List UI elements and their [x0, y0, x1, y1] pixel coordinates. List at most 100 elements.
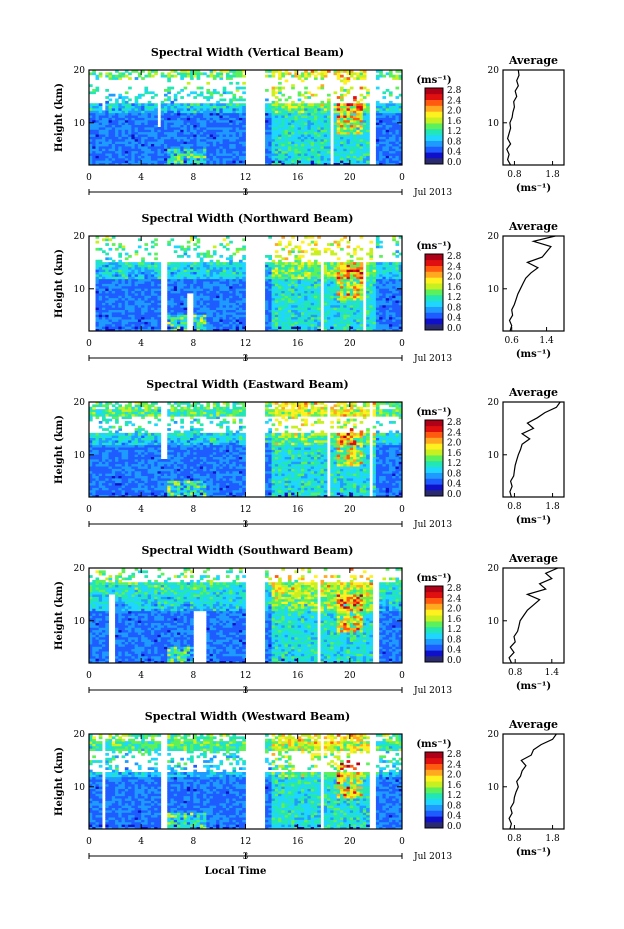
heatmap-cell	[157, 266, 162, 270]
heatmap-cell	[287, 110, 292, 114]
heatmap-cell	[170, 155, 175, 159]
heatmap-cell	[313, 252, 318, 256]
heatmap-cell	[137, 269, 142, 273]
heatmap-cell	[219, 302, 224, 306]
heatmap-cell	[167, 295, 171, 299]
heatmap-cell	[284, 281, 289, 284]
heatmap-cell	[225, 281, 230, 284]
heatmap-cell	[98, 129, 103, 133]
heatmap-cell	[108, 302, 113, 306]
heatmap-cell	[343, 155, 347, 159]
heatmap-cell	[141, 328, 145, 332]
heatmap-cell	[111, 105, 116, 109]
heatmap-cell	[287, 288, 292, 292]
heatmap-cell	[268, 302, 272, 306]
heatmap-cell	[186, 283, 191, 287]
heatmap-cell	[193, 309, 197, 313]
heatmap-cell	[137, 262, 142, 265]
heatmap-cell	[170, 288, 175, 292]
heatmap-cell	[395, 129, 400, 133]
heatmap-cell	[216, 297, 220, 301]
heatmap-cell	[353, 297, 357, 301]
heatmap-cell	[163, 115, 168, 118]
heatmap-cell	[167, 86, 171, 90]
heatmap-cell	[118, 243, 122, 246]
heatmap-cell	[177, 110, 181, 114]
heatmap-cell	[144, 136, 149, 140]
heatmap-cell	[147, 131, 152, 135]
heatmap-cell	[238, 300, 243, 303]
heatmap-cell	[349, 259, 354, 263]
heatmap-cell	[115, 281, 119, 284]
heatmap-cell	[186, 269, 191, 273]
heatmap-cell	[229, 131, 233, 135]
heatmap-cell	[398, 117, 403, 121]
heatmap-cell	[102, 117, 106, 121]
heatmap-cell	[167, 150, 171, 154]
heatmap-cell	[173, 271, 178, 275]
heatmap-cell	[219, 108, 224, 111]
heatmap-cell	[105, 110, 109, 114]
heatmap-cell	[141, 93, 145, 97]
heatmap-cell	[281, 157, 286, 161]
heatmap-cell	[327, 243, 331, 246]
heatmap-cell	[121, 288, 126, 292]
heatmap-cell	[225, 162, 230, 166]
heatmap-cell	[180, 136, 184, 140]
heatmap-cell	[340, 309, 344, 313]
heatmap-cell	[209, 141, 214, 145]
heatmap-cell	[212, 314, 217, 318]
heatmap-cell	[111, 295, 116, 299]
heatmap-cell	[137, 110, 142, 114]
heatmap-cell	[235, 326, 240, 330]
heatmap-cell	[222, 300, 227, 303]
heatmap-cell	[177, 278, 181, 282]
heatmap-cell	[105, 238, 109, 242]
heatmap-cell	[271, 326, 276, 330]
heatmap-cell	[300, 105, 305, 109]
heatmap-cell	[349, 316, 354, 320]
heatmap-cell	[313, 112, 318, 116]
heatmap-cell	[121, 138, 126, 142]
inset-title: Average	[508, 54, 558, 67]
heatmap-cell	[281, 105, 286, 109]
heatmap-cell	[385, 129, 390, 133]
heatmap-cell	[118, 245, 122, 249]
heatmap-cell	[111, 293, 116, 296]
heatmap-cell	[392, 74, 396, 78]
heatmap-cell	[398, 148, 403, 152]
heatmap-cell	[238, 141, 243, 145]
heatmap-cell	[222, 312, 227, 315]
heatmap-cell	[340, 283, 344, 287]
heatmap-cell	[278, 89, 282, 92]
heatmap-cell	[144, 157, 149, 161]
heatmap-cell	[353, 143, 357, 147]
heatmap-cell	[284, 245, 289, 249]
heatmap-cell	[310, 290, 315, 294]
heatmap-cell	[340, 115, 344, 118]
heatmap-cell	[297, 103, 302, 107]
heatmap-cell	[199, 319, 204, 322]
heatmap-cell	[278, 155, 282, 159]
heatmap-cell	[343, 274, 347, 277]
heatmap-cell	[353, 77, 357, 80]
heatmap-cell	[219, 119, 224, 123]
heatmap-cell	[300, 323, 305, 327]
heatmap-cell	[340, 264, 344, 268]
heatmap-cell	[375, 70, 380, 73]
heatmap-cell	[388, 112, 393, 116]
heatmap-cell	[388, 93, 393, 97]
heatmap-cell	[235, 136, 240, 140]
heatmap-cell	[180, 328, 184, 332]
heatmap-cell	[271, 74, 276, 78]
heatmap-cell	[170, 323, 175, 327]
heatmap-cell	[167, 283, 171, 287]
heatmap-cell	[98, 141, 103, 145]
heatmap-cell	[225, 77, 230, 80]
heatmap-cell	[265, 304, 269, 308]
heatmap-cell	[186, 70, 191, 73]
heatmap-cell	[154, 266, 158, 270]
heatmap-cell	[147, 321, 152, 325]
heatmap-cell	[307, 319, 312, 322]
heatmap-cell	[222, 162, 227, 166]
